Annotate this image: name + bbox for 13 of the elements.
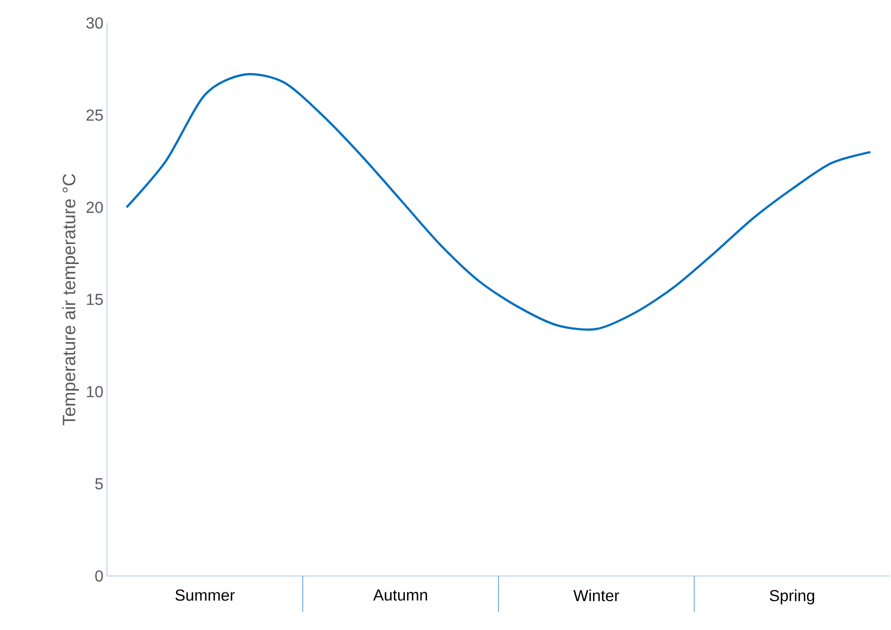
x-tick-label: Autumn [373,590,428,601]
y-tick-label: 25 [86,110,103,121]
y-tick-label: 30 [86,17,103,29]
x-tick-label: Spring [770,590,814,604]
line-series [125,73,872,331]
y-tick-label: 20 [86,202,103,213]
y-axis-title: Temperature air temperature °C [62,174,79,426]
y-tick-label: 5 [95,478,103,490]
y-tick-label: 0 [95,570,103,582]
y-tick-label: 10 [86,386,103,398]
x-tick-label: Summer [175,590,235,601]
x-tick-label: Winter [573,590,620,602]
y-tick-label: 15 [86,294,103,306]
